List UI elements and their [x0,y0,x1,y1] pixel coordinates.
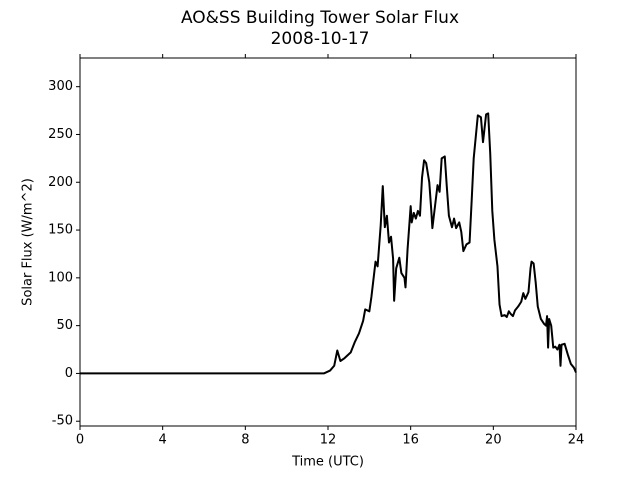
x-tick-label: 4 [159,433,167,448]
y-tick-label: 0 [65,366,73,381]
y-tick-label: 50 [56,318,73,333]
y-axis-label: Solar Flux (W/m^2) [21,178,36,306]
y-tick-label: -50 [52,414,73,429]
y-tick-label: 100 [48,270,73,285]
data-line [80,112,577,375]
x-tick-label: 20 [485,433,502,448]
y-tick-label: 200 [48,175,73,190]
y-tick-label: 150 [48,223,73,238]
x-tick-label: 8 [241,433,249,448]
x-axis-label: Time (UTC) [291,455,364,470]
y-tick-label: 300 [48,79,73,94]
chart-title: AO&SS Building Tower Solar Flux [181,8,459,28]
x-tick-label: 16 [402,433,419,448]
x-tick-label: 12 [320,433,337,448]
y-tick-label: 250 [48,127,73,142]
x-tick-label: 24 [568,433,585,448]
chart-subtitle: 2008-10-17 [271,29,370,49]
x-tick-label: 0 [76,433,84,448]
